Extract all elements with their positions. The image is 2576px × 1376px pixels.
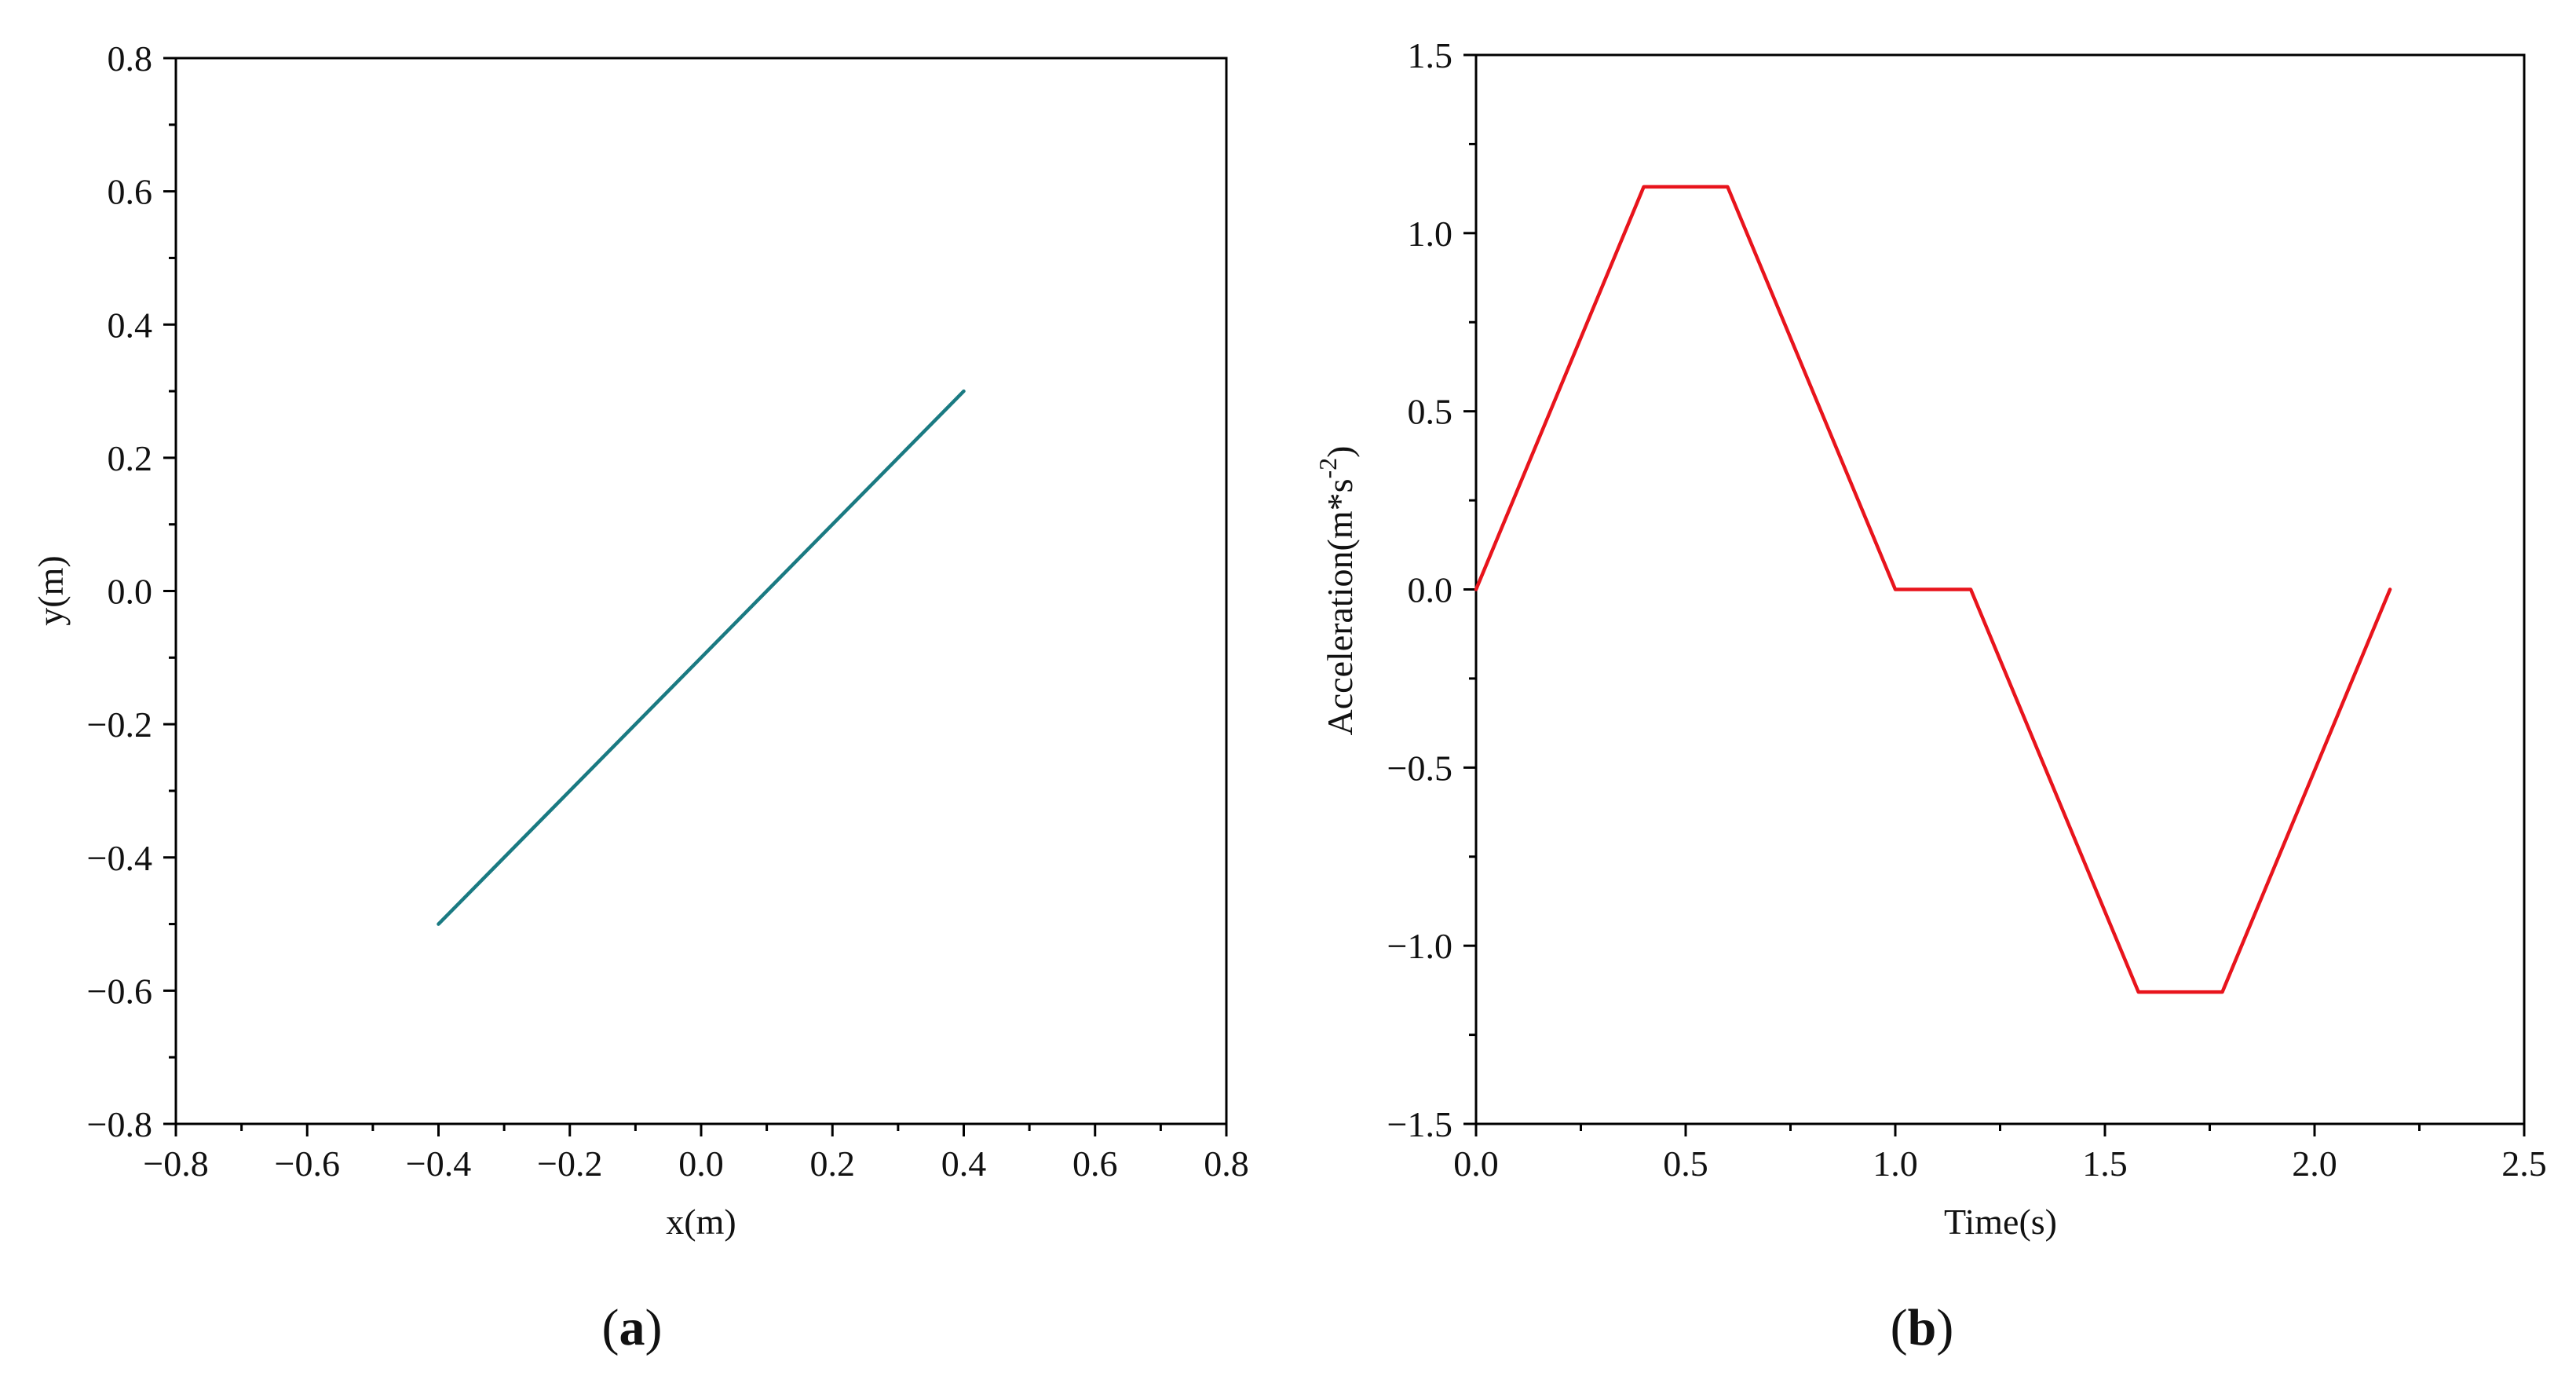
panel-b-x-tick-label: 1.0 xyxy=(1873,1144,1918,1184)
panel-a-series xyxy=(437,389,966,926)
panel-a-y-tick-label: 0.6 xyxy=(108,172,153,212)
panel-a-series-trajectory xyxy=(437,389,966,926)
panel-b-y-tick-label: −1.5 xyxy=(1387,1104,1452,1144)
panel-b-y-axis-title-end: ) xyxy=(1320,446,1360,458)
panel-b-x-tick-label: 1.5 xyxy=(2082,1144,2128,1184)
panel-b: 0.0 0.5 1.0 1.5 2.0 2.5 −1.5 −1.0 −0.5 0.0 0.5 1.0 1… xyxy=(1314,35,2547,1356)
panel-a-x-tick-label: −0.6 xyxy=(275,1144,340,1184)
panel-b-y-tick-label: −1.0 xyxy=(1387,926,1452,966)
panel-b-x-tick-label: 0.5 xyxy=(1663,1144,1708,1184)
panel-a-y-tick-label: −0.2 xyxy=(87,704,152,745)
panel-b-letter: b xyxy=(1908,1299,1937,1356)
panel-a-x-tick-label: 0.2 xyxy=(810,1144,856,1184)
panel-b-x-axis-title: Time(s) xyxy=(1944,1202,2057,1242)
panel-b-y-tick-label: −0.5 xyxy=(1387,748,1452,788)
panel-a-y-tick-label: −0.6 xyxy=(87,971,152,1011)
panel-b-y-tick-label: 1.5 xyxy=(1408,35,1453,75)
panel-a-x-tick-label: 0.4 xyxy=(941,1144,987,1184)
panel-b-x-tick-label: 0.0 xyxy=(1453,1144,1499,1184)
panel-b-y-tick-label: 0.5 xyxy=(1408,392,1453,432)
panel-b-series-acceleration xyxy=(1474,185,2392,994)
panel-a: −0.8 −0.6 −0.4 −0.2 0.0 0.2 0.4 0.6 0.8 −0.8 −0.6 −… xyxy=(31,38,1249,1356)
panel-b-y-tick-label: 1.0 xyxy=(1408,214,1453,254)
panel-a-x-tick-label: 0.8 xyxy=(1204,1144,1249,1184)
panel-b-series xyxy=(1474,185,2392,994)
panel-b-x-tick-label: 2.0 xyxy=(2292,1144,2337,1184)
panel-b-y-axis-title: Acceleration(m*s-2) xyxy=(1314,446,1360,736)
panel-a-x-tick-label: −0.2 xyxy=(537,1144,602,1184)
panel-a-y-tick-label: 0.0 xyxy=(108,572,153,612)
panel-a-plot-frame xyxy=(174,57,1228,1125)
panel-a-y-tick-label: −0.8 xyxy=(87,1104,152,1144)
panel-b-y-axis-title-sup: -2 xyxy=(1314,458,1342,479)
panel-a-x-tick-label: −0.8 xyxy=(143,1144,208,1184)
panel-a-y-tick-label: 0.8 xyxy=(108,38,153,79)
panel-a-y-tick-label: −0.4 xyxy=(87,838,152,878)
panel-b-label: (b) xyxy=(1891,1299,1954,1356)
panel-a-x-tick-label: 0.0 xyxy=(678,1144,724,1184)
panel-a-y-tick-label: 0.4 xyxy=(108,305,153,345)
panel-a-y-axis-title: y(m) xyxy=(31,555,71,625)
panel-b-y-tick-label: 0.0 xyxy=(1408,570,1453,610)
panel-a-letter: a xyxy=(619,1299,645,1356)
panel-a-ticks: −0.8 −0.6 −0.4 −0.2 0.0 0.2 0.4 0.6 0.8 −0.8 −0.6 −… xyxy=(87,38,1249,1184)
panel-b-y-axis-title-main: Acceleration(m*s xyxy=(1320,479,1360,736)
panel-a-x-tick-label: −0.4 xyxy=(406,1144,471,1184)
panel-a-x-tick-label: 0.6 xyxy=(1072,1144,1118,1184)
panel-a-label: (a) xyxy=(602,1299,663,1356)
panel-a-y-tick-label: 0.2 xyxy=(108,438,153,478)
panel-b-x-tick-label: 2.5 xyxy=(2501,1144,2547,1184)
panel-b-ticks: 0.0 0.5 1.0 1.5 2.0 2.5 −1.5 −1.0 −0.5 0.0 0.5 1.0 1… xyxy=(1387,35,2547,1184)
panel-a-x-axis-title: x(m) xyxy=(666,1202,736,1242)
